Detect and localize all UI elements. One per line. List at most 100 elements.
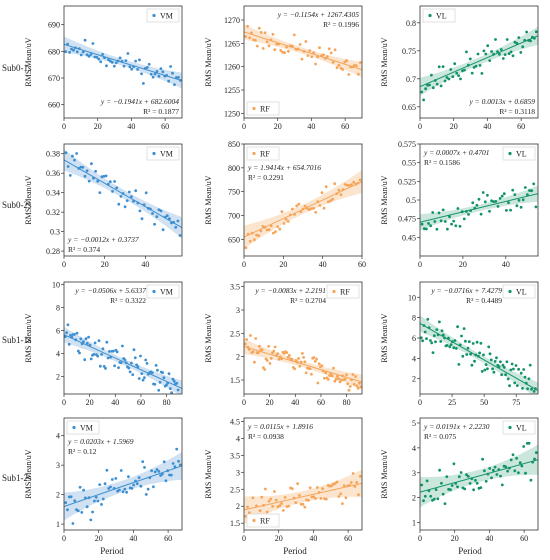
data-point xyxy=(456,325,459,329)
data-point xyxy=(157,388,161,392)
data-point xyxy=(267,499,271,503)
data-point xyxy=(321,487,325,491)
data-point xyxy=(534,451,538,454)
data-point xyxy=(143,466,146,469)
data-point xyxy=(522,445,526,448)
data-point xyxy=(354,375,357,378)
data-point xyxy=(113,180,116,183)
data-point xyxy=(432,497,436,501)
data-point xyxy=(432,334,436,338)
data-point xyxy=(124,59,128,62)
data-point xyxy=(282,222,286,225)
data-point xyxy=(167,79,171,83)
data-point xyxy=(333,48,337,52)
data-point xyxy=(534,205,538,209)
y-axis-label: RMS Mean/uV xyxy=(380,37,389,86)
data-point xyxy=(466,346,470,350)
data-point xyxy=(258,344,261,348)
data-point xyxy=(335,480,339,484)
data-point xyxy=(178,234,182,237)
data-point xyxy=(175,381,179,385)
data-point xyxy=(246,505,249,509)
data-point xyxy=(269,357,273,360)
data-point xyxy=(351,472,355,475)
data-point xyxy=(494,38,497,41)
data-point xyxy=(155,70,159,73)
data-point xyxy=(91,42,95,45)
data-point xyxy=(253,238,256,242)
data-point xyxy=(117,202,121,206)
data-point xyxy=(254,38,257,42)
regression-equation: y = −0.1154x + 1267.4305 xyxy=(277,10,360,19)
data-point xyxy=(87,54,91,58)
data-point xyxy=(146,487,150,491)
data-point xyxy=(154,364,158,367)
regression-equation: y = 0.0007x + 0.4701 xyxy=(423,148,490,157)
data-point xyxy=(449,488,452,492)
r-squared: R² = 0.4489 xyxy=(466,296,502,305)
data-point xyxy=(175,447,179,451)
data-point xyxy=(457,363,461,366)
r-squared: R² = 0.12 xyxy=(68,447,97,456)
data-point xyxy=(478,351,481,355)
data-point xyxy=(498,52,501,56)
data-point xyxy=(446,227,449,231)
data-point xyxy=(506,469,509,473)
y-tick-label: 8 xyxy=(412,314,416,323)
data-point xyxy=(459,77,462,81)
data-point xyxy=(425,479,429,483)
r-squared: R² = 0.0938 xyxy=(248,432,284,441)
data-point xyxy=(467,340,471,343)
data-point xyxy=(317,362,321,366)
data-point xyxy=(107,487,111,490)
data-point xyxy=(133,356,137,360)
data-point xyxy=(443,79,447,83)
panel-sub0-2s-vm: 0 20 40 0.28 0.3 0.32 0.34 0.36 0.38 RMS Mean/uV V… xyxy=(24,143,183,269)
data-point xyxy=(453,62,457,66)
data-point xyxy=(84,337,88,341)
data-point xyxy=(81,50,85,54)
data-point xyxy=(66,508,69,512)
x-tick-label: 60 xyxy=(161,122,169,131)
data-point xyxy=(287,49,290,53)
y-axis-label: RMS Mean/uV xyxy=(380,175,389,224)
y-tick-label: 6 xyxy=(56,326,60,335)
data-point xyxy=(251,350,255,354)
data-point xyxy=(515,456,518,460)
data-point xyxy=(346,183,349,187)
data-point xyxy=(343,377,347,381)
data-point xyxy=(259,31,263,34)
data-point xyxy=(484,52,488,56)
y-tick-label: 0.3 xyxy=(50,228,60,237)
data-point xyxy=(251,496,255,500)
data-point xyxy=(330,374,334,378)
plot-frame xyxy=(419,417,539,531)
data-point xyxy=(276,352,280,355)
data-point xyxy=(313,360,317,363)
data-point xyxy=(448,345,452,349)
data-point xyxy=(168,217,171,221)
data-point xyxy=(435,328,439,331)
data-point xyxy=(502,366,506,369)
data-point xyxy=(522,368,526,371)
data-point xyxy=(117,366,120,369)
x-axis-label-col2: Period xyxy=(283,546,307,556)
data-point xyxy=(265,228,269,232)
data-point xyxy=(170,391,173,394)
data-point xyxy=(284,217,288,221)
data-point xyxy=(505,209,508,212)
data-point xyxy=(111,349,115,353)
data-point xyxy=(436,497,440,501)
y-tick-label: 1255 xyxy=(224,86,240,95)
data-point xyxy=(509,50,513,54)
data-point xyxy=(137,476,141,479)
data-point xyxy=(85,505,89,509)
data-point xyxy=(320,364,324,368)
data-point xyxy=(492,200,496,204)
data-point xyxy=(85,53,89,57)
data-point xyxy=(531,398,534,401)
y-tick-label: 750 xyxy=(228,188,240,197)
data-point xyxy=(356,386,360,390)
x-tick-label: 40 xyxy=(319,260,327,269)
data-point xyxy=(297,357,300,360)
